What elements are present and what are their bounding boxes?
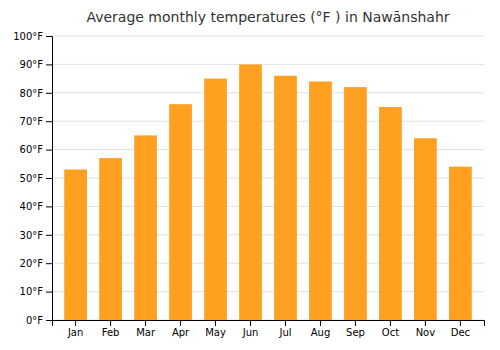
y-tick: 70°F (20, 116, 52, 127)
bar (309, 81, 332, 320)
tick-label: 60°F (20, 144, 44, 155)
tick-label: May (205, 327, 226, 338)
y-tick: 40°F (20, 201, 52, 212)
axis-line (53, 321, 485, 327)
tick-label: Dec (451, 327, 470, 338)
tick-label: 0°F (26, 315, 43, 326)
grid (52, 36, 484, 320)
bars (64, 64, 472, 320)
grid-line (52, 36, 484, 37)
x-tick: Apr (172, 320, 190, 338)
tick-mark (46, 36, 52, 37)
tick-label: 10°F (20, 286, 44, 297)
grid-line (52, 64, 484, 65)
x-tick: Jan (67, 320, 83, 338)
x-axis: Jan Feb Mar Apr May Jun Jul Aug Sep Oct Nov Dec (53, 320, 485, 338)
tick-label: Mar (136, 327, 156, 338)
tick-label: 70°F (20, 116, 44, 127)
tick-mark (180, 320, 181, 326)
tick-mark (46, 93, 52, 94)
tick-mark (145, 320, 146, 326)
tick-mark (285, 320, 286, 326)
tick-mark (250, 320, 251, 326)
y-tick: 80°F (20, 88, 52, 99)
tick-label: Oct (382, 327, 399, 338)
bar (204, 79, 227, 320)
tick-mark (425, 320, 426, 326)
tick-mark (215, 320, 216, 326)
tick-label: 80°F (20, 88, 44, 99)
y-tick: 100°F (13, 31, 52, 42)
tick-label: Jun (242, 327, 259, 338)
tick-label: 30°F (20, 230, 44, 241)
tick-mark (355, 320, 356, 326)
tick-mark (46, 320, 52, 321)
tick-mark (46, 292, 52, 293)
y-axis: 0°F 10°F 20°F 30°F 40°F 50°F 60°F 70°F 80°F 90°F 1… (13, 31, 52, 326)
y-tick: 90°F (20, 59, 52, 70)
tick-mark (460, 320, 461, 326)
tick-mark (46, 178, 52, 179)
tick-label: 40°F (20, 201, 44, 212)
tick-label: Jul (278, 327, 291, 338)
tick-label: Jan (67, 327, 83, 338)
x-tick: Oct (382, 320, 399, 338)
tick-label: Feb (102, 327, 120, 338)
tick-label: Sep (346, 327, 365, 338)
y-tick: 20°F (20, 258, 52, 269)
bar (169, 104, 192, 320)
x-tick: Sep (346, 320, 365, 338)
tick-mark (46, 235, 52, 236)
tick-label: Nov (416, 327, 436, 338)
tick-mark (46, 64, 52, 65)
bar (449, 167, 472, 320)
y-tick: 0°F (26, 315, 52, 326)
tick-label: Apr (172, 327, 190, 338)
tick-label: 20°F (20, 258, 44, 269)
x-tick: Aug (311, 320, 331, 338)
bar (414, 138, 437, 320)
tick-mark (110, 320, 111, 326)
y-tick: 10°F (20, 286, 52, 297)
y-tick: 30°F (20, 230, 52, 241)
x-tick: Jun (242, 320, 259, 338)
title: Average monthly temperatures (°F ) in Na… (86, 9, 449, 25)
bar (64, 169, 87, 320)
bar (274, 76, 297, 320)
tick-label: Aug (311, 327, 331, 338)
tick-mark (75, 320, 76, 326)
x-tick: Feb (102, 320, 120, 338)
x-tick: Jul (278, 320, 291, 338)
y-tick: 60°F (20, 144, 52, 155)
plot-area: 0°F 10°F 20°F 30°F 40°F 50°F 60°F 70°F 80°F 90°F 1… (13, 31, 484, 338)
x-tick: Dec (451, 320, 470, 338)
tick-mark (390, 320, 391, 326)
tick-mark (46, 263, 52, 264)
tick-mark (46, 121, 52, 122)
bar (239, 64, 262, 320)
bar (344, 87, 367, 320)
chart: 0°F 10°F 20°F 30°F 40°F 50°F 60°F 70°F 80°F 90°F 1… (0, 0, 500, 350)
bar (99, 158, 122, 320)
tick-mark (320, 320, 321, 326)
tick-mark (46, 206, 52, 207)
tick-label: 100°F (13, 31, 43, 42)
bar (134, 135, 157, 320)
x-tick: May (205, 320, 226, 338)
tick-label: 50°F (20, 173, 44, 184)
grid-line (52, 92, 484, 93)
grid-line (52, 121, 484, 122)
x-tick: Mar (136, 320, 156, 338)
tick-label: 90°F (20, 59, 44, 70)
axis-line (46, 37, 53, 321)
x-tick: Nov (416, 320, 436, 338)
tick-mark (46, 150, 52, 151)
bar (379, 107, 402, 320)
y-tick: 50°F (20, 173, 52, 184)
